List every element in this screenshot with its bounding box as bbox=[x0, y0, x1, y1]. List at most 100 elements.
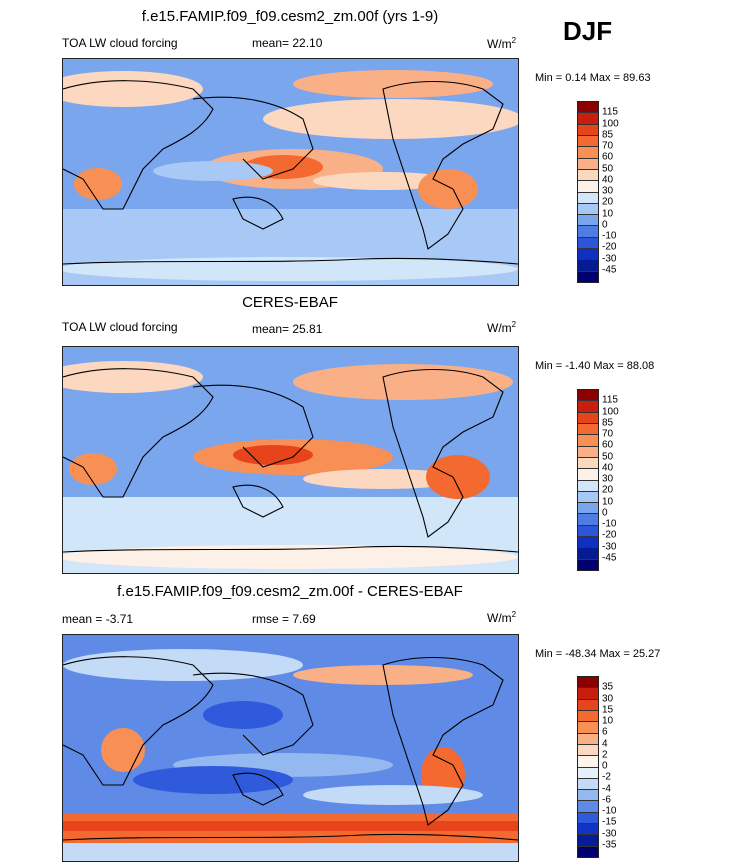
colorbar-level-label: 20 bbox=[602, 484, 614, 496]
colorbar-cell bbox=[578, 192, 598, 204]
colorbar-cell bbox=[578, 835, 598, 847]
colorbar-cell bbox=[578, 537, 598, 549]
colorbar-cell bbox=[578, 147, 598, 159]
colorbar-level-label: 70 bbox=[602, 140, 614, 152]
colorbar-level-label: 30 bbox=[602, 473, 614, 485]
panel3-colorbar bbox=[577, 676, 599, 858]
colorbar-level-label: -6 bbox=[602, 794, 611, 806]
panel3-units-exp: 2 bbox=[511, 610, 517, 619]
colorbar-level-label: 6 bbox=[602, 726, 608, 738]
colorbar-level-label: -10 bbox=[602, 230, 617, 242]
panel1-units-base: W/m bbox=[487, 37, 512, 51]
colorbar-cell bbox=[578, 412, 598, 424]
colorbar-level-label: -2 bbox=[602, 771, 611, 783]
panel1-units: W/m2 bbox=[487, 36, 516, 51]
panel3-units: W/m2 bbox=[487, 610, 516, 625]
panel2-left-label: TOA LW cloud forcing bbox=[62, 320, 178, 334]
colorbar-level-label: 85 bbox=[602, 129, 614, 141]
colorbar-cell bbox=[578, 688, 598, 700]
colorbar-level-label: 10 bbox=[602, 496, 614, 507]
colorbar-level-label: -30 bbox=[602, 253, 617, 264]
colorbar-cell bbox=[578, 744, 598, 757]
colorbar-cell bbox=[578, 756, 598, 768]
colorbar-level-label: 50 bbox=[602, 451, 614, 462]
panel3-rmse: rmse = 7.69 bbox=[252, 612, 316, 626]
colorbar-level-label: 0 bbox=[602, 760, 608, 772]
colorbar-cell bbox=[578, 801, 598, 813]
colorbar-cell bbox=[578, 824, 598, 836]
panel2-units-base: W/m bbox=[487, 321, 512, 335]
colorbar-level-label: -35 bbox=[602, 839, 617, 851]
colorbar-cell bbox=[578, 677, 598, 689]
panel2-units-exp: 2 bbox=[511, 320, 517, 329]
colorbar-cell bbox=[578, 135, 598, 148]
colorbar-level-label: 10 bbox=[602, 208, 614, 219]
panel2-map bbox=[62, 346, 519, 574]
colorbar-level-label: 15 bbox=[602, 704, 614, 716]
panel3-units-base: W/m bbox=[487, 611, 512, 625]
panel2-colorbar bbox=[577, 389, 599, 571]
panel1-title: f.e15.FAMIP.f09_f09.cesm2_zm.00f (yrs 1-… bbox=[141, 8, 439, 25]
colorbar-level-label: -20 bbox=[602, 241, 617, 253]
colorbar-cell bbox=[578, 491, 598, 504]
colorbar-level-label: -45 bbox=[602, 264, 617, 276]
colorbar-cell bbox=[578, 457, 598, 470]
colorbar-cell bbox=[578, 390, 598, 402]
colorbar-cell bbox=[578, 778, 598, 791]
colorbar-level-label: 60 bbox=[602, 439, 614, 451]
colorbar-level-label: 40 bbox=[602, 462, 614, 474]
colorbar-cell bbox=[578, 181, 598, 193]
colorbar-level-label: 10 bbox=[602, 715, 614, 727]
panel3-title: f.e15.FAMIP.f09_f09.cesm2_zm.00f - CERES… bbox=[117, 583, 463, 600]
colorbar-cell bbox=[578, 226, 598, 238]
panel1-minmax: Min = 0.14 Max = 89.63 bbox=[535, 72, 651, 84]
panel1-colorbar bbox=[577, 101, 599, 283]
colorbar-cell bbox=[578, 124, 598, 136]
colorbar-level-label: 0 bbox=[602, 219, 608, 231]
colorbar-cell bbox=[578, 271, 598, 282]
panel2-mean: mean= 25.81 bbox=[252, 322, 323, 336]
panel2-minmax: Min = -1.40 Max = 88.08 bbox=[535, 360, 655, 372]
colorbar-cell bbox=[578, 237, 598, 250]
colorbar-cell bbox=[578, 401, 598, 413]
colorbar-level-label: 70 bbox=[602, 428, 614, 440]
colorbar-cell bbox=[578, 113, 598, 125]
panel2-title: CERES-EBAF bbox=[242, 294, 338, 311]
panel1-units-exp: 2 bbox=[511, 36, 517, 45]
colorbar-level-label: -10 bbox=[602, 805, 617, 817]
panel1-map bbox=[62, 58, 519, 286]
colorbar-cell bbox=[578, 767, 598, 779]
panel1-left-label: TOA LW cloud forcing bbox=[62, 36, 178, 50]
colorbar-level-label: 100 bbox=[602, 118, 619, 129]
colorbar-level-label: 115 bbox=[602, 394, 618, 406]
colorbar-level-label: 30 bbox=[602, 693, 614, 704]
colorbar-level-label: -30 bbox=[602, 541, 617, 552]
colorbar-level-label: 35 bbox=[602, 681, 614, 693]
colorbar-cell bbox=[578, 525, 598, 538]
colorbar-level-label: 50 bbox=[602, 163, 614, 174]
panel2-units: W/m2 bbox=[487, 320, 516, 335]
colorbar-cell bbox=[578, 699, 598, 711]
colorbar-level-label: 85 bbox=[602, 417, 614, 429]
colorbar-level-label: 100 bbox=[602, 406, 619, 417]
colorbar-cell bbox=[578, 102, 598, 114]
panel3-minmax: Min = -48.34 Max = 25.27 bbox=[535, 648, 661, 660]
colorbar-cell bbox=[578, 503, 598, 515]
colorbar-level-label: 0 bbox=[602, 507, 608, 519]
colorbar-cell bbox=[578, 158, 598, 170]
colorbar-level-label: -30 bbox=[602, 828, 617, 839]
colorbar-level-label: -15 bbox=[602, 816, 617, 828]
colorbar-cell bbox=[578, 423, 598, 436]
colorbar-level-label: 30 bbox=[602, 185, 614, 197]
colorbar-level-label: -20 bbox=[602, 529, 617, 541]
panel3-mean: mean = -3.71 bbox=[62, 612, 134, 626]
colorbar-level-label: 2 bbox=[602, 749, 608, 761]
colorbar-cell bbox=[578, 710, 598, 723]
panel3-map bbox=[62, 634, 519, 862]
colorbar-cell bbox=[578, 559, 598, 570]
colorbar-level-label: 40 bbox=[602, 174, 614, 186]
season-label: DJF bbox=[563, 16, 613, 46]
colorbar-cell bbox=[578, 480, 598, 492]
colorbar-cell bbox=[578, 846, 598, 857]
colorbar-cell bbox=[578, 469, 598, 481]
